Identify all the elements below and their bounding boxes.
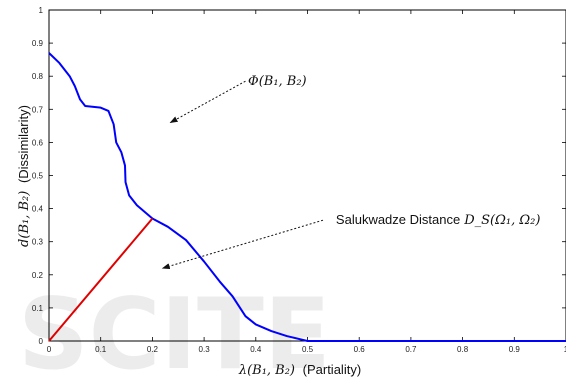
- y-tick-label: 0.8: [32, 72, 44, 81]
- x-axis-label-text: (Partiality): [303, 362, 362, 377]
- y-axis-label-text: (Dissimilarity): [16, 105, 31, 183]
- annotation-label-2: Salukwadze Distance D_S(Ω₁, Ω₂): [336, 212, 541, 228]
- x-tick-label: 0.7: [405, 345, 417, 354]
- y-axis-ticks: 0 0.1 0.2 0.3 0.4 0.5 0.6 0.7 0.8 0.9 1: [32, 6, 566, 346]
- y-tick-label: 0.4: [32, 205, 44, 214]
- x-tick-label: 0.6: [354, 345, 366, 354]
- x-tick-label: 0.3: [199, 345, 211, 354]
- x-tick-label: 0.9: [509, 345, 521, 354]
- series-line-2: [48, 217, 154, 342]
- annotation-arrow-2: [161, 219, 324, 270]
- annotation-math: D_S(Ω₁, Ω₂): [463, 213, 540, 228]
- x-tick-label: 0.4: [250, 345, 262, 354]
- y-tick-label: 0: [39, 337, 44, 346]
- y-tick-label: 0.2: [32, 271, 44, 280]
- annotation-label-1: Φ(B₁, B₂): [248, 74, 307, 89]
- annotation-layer: Φ(B₁, B₂) Salukwadze Distance D_S(Ω₁, Ω₂): [161, 74, 541, 270]
- y-axis-label-math: d(B₁, B₂): [17, 191, 32, 247]
- y-tick-label: 0.6: [32, 138, 44, 147]
- annotation-arrow-1: [169, 80, 246, 124]
- x-tick-label: 1: [564, 345, 566, 354]
- x-tick-label: 0.8: [457, 345, 469, 354]
- series-line-1: [48, 52, 566, 342]
- x-tick-label: 0.5: [302, 345, 314, 354]
- x-tick-label: 0.2: [147, 345, 159, 354]
- series-layer: [48, 52, 566, 342]
- annotation-math: Φ(B₁, B₂): [248, 74, 307, 89]
- y-tick-label: 1: [39, 6, 44, 15]
- y-tick-label: 0.3: [32, 238, 44, 247]
- x-tick-label: 0.1: [95, 345, 107, 354]
- y-tick-label: 0.5: [32, 172, 44, 181]
- y-tick-label: 0.1: [32, 304, 44, 313]
- x-axis-label: λ(B₁, B₂) (Partiality): [238, 362, 361, 378]
- annotation-text: Salukwadze Distance: [336, 212, 460, 227]
- y-tick-label: 0.7: [32, 105, 44, 114]
- y-axis-label: d(B₁, B₂) (Dissimilarity): [16, 105, 32, 247]
- watermark-text: SCITE: [18, 278, 331, 385]
- y-tick-label: 0.9: [32, 39, 44, 48]
- x-axis-label-math: λ(B₁, B₂): [238, 363, 295, 378]
- x-tick-label: 0: [47, 345, 52, 354]
